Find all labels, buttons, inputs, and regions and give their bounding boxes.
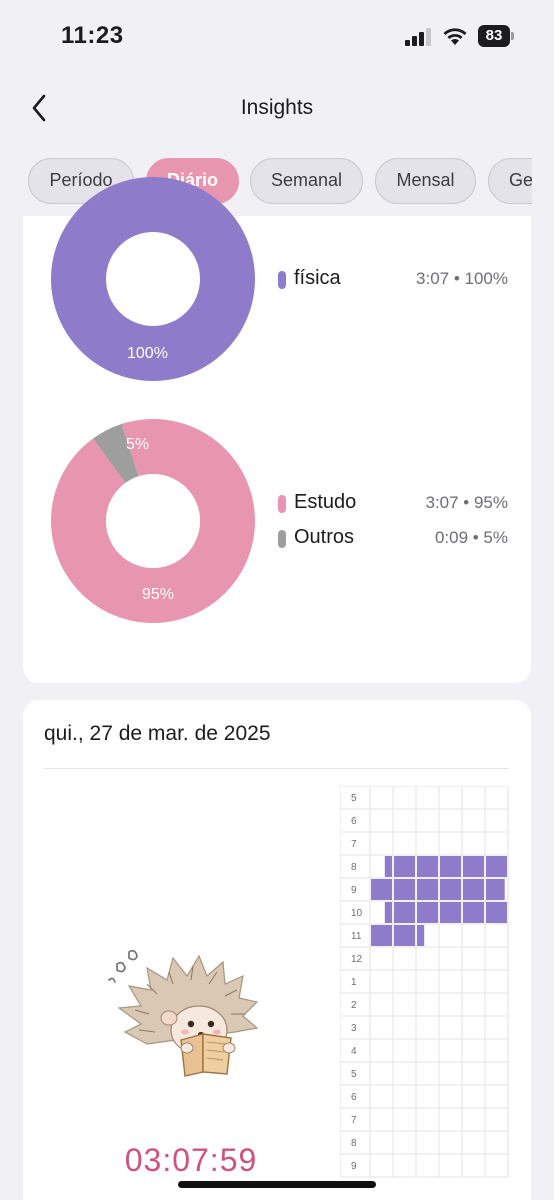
legend-label: Outros [294,526,355,548]
activity-cell [486,902,507,923]
back-button[interactable] [26,90,56,126]
activity-cell [440,879,461,900]
activity-cell [394,925,415,946]
hour-label: 9 [351,1161,357,1172]
legend-dot [278,495,286,513]
activity-cell [384,902,392,923]
donut-hole [106,232,200,326]
donut-hole [106,474,200,568]
session-timer: 03:07:59 [124,1142,258,1178]
home-indicator [178,1181,376,1188]
tab-geral[interactable]: Ge [488,158,532,204]
grid-background [340,786,509,1178]
nav-bar: Insights [0,72,554,144]
divider [44,768,509,769]
legend-label: física [294,267,341,289]
tab-semanal[interactable]: Semanal [250,158,363,204]
activity-cell [371,925,392,946]
day-date-title: qui., 27 de mar. de 2025 [44,722,271,745]
activity-cell [463,879,484,900]
category-breakdown-card: 100% física 3:07 • 100% 5% 95% Estudo 3:… [23,177,531,683]
activity-cell [463,856,484,877]
donut-slice-estudo [51,419,255,623]
donut-2-percent-label-outros: 5% [126,436,150,453]
activity-cell [417,925,425,946]
hour-label: 3 [351,1023,357,1034]
legend-dot [278,530,286,548]
page-title: Insights [240,96,314,119]
activity-cell [463,902,484,923]
status-bar: 11:23 83 [0,0,554,72]
hour-label: 7 [351,839,357,850]
hour-label: 11 [351,931,362,942]
activity-cell [394,902,415,923]
legend-row-fisica: física 3:07 • 100% [278,267,508,293]
hour-label: 2 [351,1000,357,1011]
activity-cell [486,879,505,900]
donut-2-percent-label-estudo: 95% [142,586,175,603]
activity-cell [486,856,507,877]
hour-label: 6 [351,1092,357,1103]
legend-value: 3:07 • 95% [425,493,508,512]
activity-cell [417,856,438,877]
cellular-signal-icon [405,28,431,46]
hour-label: 6 [351,816,357,827]
hour-label: 5 [351,1069,357,1080]
hour-label: 9 [351,885,357,896]
donut-1-percent-label: 100% [127,345,168,362]
legend-value: 3:07 • 100% [416,269,508,288]
hedgehog-reading-illustration [108,949,259,1077]
activity-donut-chart [51,419,255,623]
hour-label: 4 [351,1046,357,1057]
tab-mensal[interactable]: Mensal [375,158,476,204]
activity-cell [394,856,415,877]
activity-cell [384,856,392,877]
donut-slice-outros [93,423,139,483]
legend-row-estudo: Estudo 3:07 • 95% [278,491,508,517]
legend-value: 0:09 • 5% [434,528,508,547]
activity-cell [417,902,438,923]
day-session-card: qui., 27 de mar. de 2025 03:07:59 [23,700,531,1200]
activity-cell [440,902,461,923]
hour-label: 8 [351,862,357,873]
hour-label: 5 [351,793,357,804]
hourly-activity-grid: 5 6 7 8 9 10 11 12 1 2 3 4 5 6 7 8 9 [340,786,510,1196]
battery-level: 83 [485,27,503,44]
hour-label: 8 [351,1138,357,1149]
activity-cell [417,879,438,900]
activity-cell [440,856,461,877]
activity-cell [394,879,415,900]
battery-icon: 83 [478,25,516,47]
hour-label: 12 [351,954,363,965]
hour-label: 10 [351,908,363,919]
chevron-left-icon [32,94,46,122]
legend-label: Estudo [294,491,357,513]
hour-label: 7 [351,1115,357,1126]
status-time: 11:23 [61,22,124,49]
hour-label: 1 [351,977,357,988]
legend-dot [278,271,286,289]
wifi-icon [443,28,467,45]
subject-donut-chart [51,177,255,381]
activity-cell [371,879,392,900]
legend-row-outros: Outros 0:09 • 5% [278,526,508,552]
